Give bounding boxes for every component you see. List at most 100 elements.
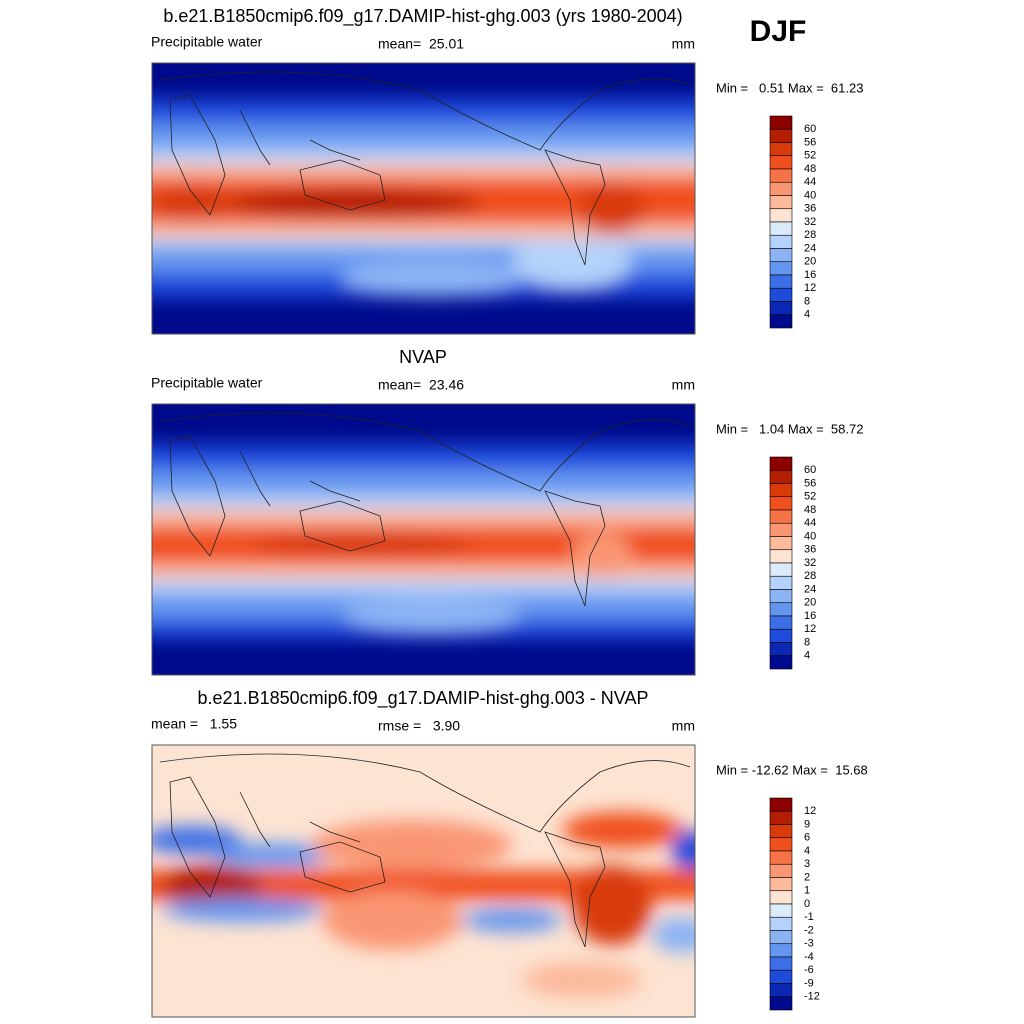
colorbar-box [769, 208, 793, 223]
colorbar-label: 16 [804, 269, 816, 281]
colorbar-label: -1 [804, 911, 814, 923]
coastline [159, 412, 691, 492]
panel-title: NVAP [399, 347, 447, 367]
field-patch [162, 898, 322, 922]
colorbar-label: 12 [804, 623, 816, 635]
colorbar-box [769, 969, 793, 984]
colorbar-label: 6 [804, 832, 810, 844]
colorbar-box [769, 943, 793, 958]
colorbar-label: -9 [804, 977, 814, 989]
colorbar-box [769, 181, 793, 196]
colorbar-box [769, 797, 793, 812]
colorbar-box [769, 469, 793, 484]
colorbar-box [769, 261, 793, 276]
coastlines [159, 753, 691, 948]
field-patch [672, 830, 695, 870]
panel-title: b.e21.B1850cmip6.f09_g17.DAMIP-hist-ghg.… [198, 688, 649, 709]
map-field [152, 444, 695, 639]
field-patch [322, 890, 462, 950]
colorbar-box [769, 655, 793, 670]
coastline [299, 841, 386, 893]
field-patch [252, 532, 472, 556]
colorbar-box [769, 628, 793, 643]
coastline [309, 139, 361, 161]
map [152, 404, 695, 675]
center-label: mean= 25.01 [378, 36, 464, 52]
field-patch [652, 917, 695, 953]
colorbar-box [769, 496, 793, 511]
colorbar-box [769, 983, 793, 998]
colorbar-box [769, 890, 793, 905]
colorbar-box [769, 314, 793, 329]
left-label: Precipitable water [151, 375, 263, 391]
colorbar-box [769, 589, 793, 604]
coastline [159, 71, 691, 151]
map [152, 63, 695, 334]
colorbar-label: 12 [804, 282, 816, 294]
colorbar-label: 28 [804, 570, 816, 582]
colorbar-box [769, 824, 793, 839]
colorbar-box [769, 996, 793, 1011]
colorbar-label: 4 [804, 309, 810, 321]
min-max-label: Min = 1.04 Max = 58.72 [716, 421, 863, 436]
coastline [169, 435, 226, 557]
center-label: mean= 23.46 [378, 377, 464, 393]
coastline [309, 480, 361, 502]
colorbar-label: 52 [804, 491, 816, 503]
panel: b.e21.B1850cmip6.f09_g17.DAMIP-hist-ghg.… [151, 688, 868, 1018]
colorbar-box [769, 128, 793, 143]
colorbar-label: 48 [804, 163, 816, 175]
colorbar-label: 24 [804, 583, 816, 595]
field-patch [572, 532, 632, 576]
field-patch [572, 865, 652, 945]
colorbar-box [769, 956, 793, 971]
coastline [544, 490, 606, 607]
colorbar-box [769, 522, 793, 537]
colorbar-box [769, 930, 793, 945]
colorbar-label: 9 [804, 818, 810, 830]
map-field [152, 812, 695, 998]
coastline [239, 791, 271, 848]
min-max-label: Min = 0.51 Max = 61.23 [716, 80, 863, 95]
colorbar-box [769, 301, 793, 316]
units-label: mm [672, 377, 695, 393]
units-label: mm [672, 718, 695, 734]
colorbar-box [769, 536, 793, 551]
coastline [239, 450, 271, 507]
coastline [299, 159, 386, 211]
field-patch [342, 596, 522, 632]
colorbar-box [769, 168, 793, 183]
field-patch [462, 908, 562, 932]
colorbar-box [769, 837, 793, 852]
colorbar-box [769, 287, 793, 302]
colorbar-label: 60 [804, 123, 816, 135]
panel: b.e21.B1850cmip6.f09_g17.DAMIP-hist-ghg.… [151, 6, 863, 335]
colorbar-box [769, 903, 793, 918]
colorbar-label: 20 [804, 597, 816, 609]
coastline [159, 753, 691, 833]
map-frame [151, 403, 696, 676]
field-patch [577, 183, 647, 233]
field-patch [312, 820, 512, 870]
center-label: rmse = 3.90 [378, 718, 460, 734]
field-patch [342, 260, 522, 296]
colorbar-label: 20 [804, 256, 816, 268]
colorbar-box [769, 916, 793, 931]
colorbar-label: 4 [804, 845, 810, 857]
colorbar-label: 24 [804, 242, 816, 254]
colorbar-label: 40 [804, 530, 816, 542]
colorbar-box [769, 456, 793, 471]
coastline [544, 149, 606, 266]
colorbar-label: 56 [804, 136, 816, 148]
colorbar-label: -6 [804, 964, 814, 976]
colorbar-label: -4 [804, 951, 814, 963]
map-field [152, 98, 695, 298]
colorbar-label: 44 [804, 517, 816, 529]
colorbar-label: 16 [804, 610, 816, 622]
colorbar-label: -3 [804, 938, 814, 950]
coastline [169, 94, 226, 216]
field-patch [152, 826, 242, 854]
colorbar-box [769, 221, 793, 236]
